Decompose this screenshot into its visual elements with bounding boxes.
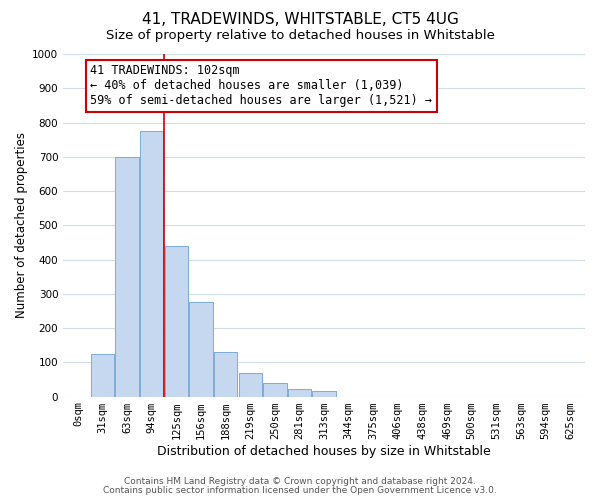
Bar	[239, 374, 262, 396]
Bar	[190, 302, 212, 396]
Bar	[91, 354, 114, 397]
Bar	[164, 246, 188, 396]
Y-axis label: Number of detached properties: Number of detached properties	[15, 132, 28, 318]
Text: Size of property relative to detached houses in Whitstable: Size of property relative to detached ho…	[106, 29, 494, 42]
Bar	[288, 389, 311, 396]
Bar	[140, 131, 163, 396]
Text: 41 TRADEWINDS: 102sqm
← 40% of detached houses are smaller (1,039)
59% of semi-d: 41 TRADEWINDS: 102sqm ← 40% of detached …	[90, 64, 432, 108]
Text: Contains public sector information licensed under the Open Government Licence v3: Contains public sector information licen…	[103, 486, 497, 495]
Bar	[115, 157, 139, 396]
X-axis label: Distribution of detached houses by size in Whitstable: Distribution of detached houses by size …	[157, 444, 491, 458]
Text: Contains HM Land Registry data © Crown copyright and database right 2024.: Contains HM Land Registry data © Crown c…	[124, 477, 476, 486]
Bar	[263, 383, 287, 396]
Bar	[313, 392, 336, 396]
Text: 41, TRADEWINDS, WHITSTABLE, CT5 4UG: 41, TRADEWINDS, WHITSTABLE, CT5 4UG	[142, 12, 458, 28]
Bar	[214, 352, 238, 397]
